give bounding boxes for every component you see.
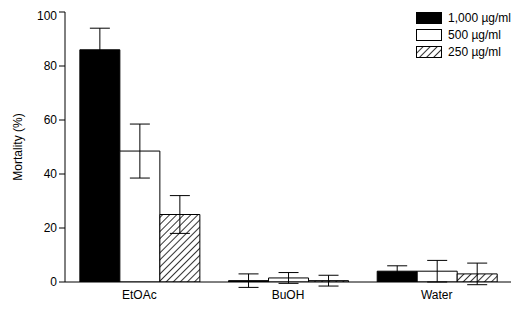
- svg-text:20: 20: [44, 221, 58, 235]
- html-text:1,000 µg/ml: 1,000 µg/ml: [448, 11, 511, 25]
- svg-text:0: 0: [50, 275, 57, 289]
- svg-text:60: 60: [44, 113, 58, 127]
- svg-text:100: 100: [37, 9, 57, 23]
- svg-text:EtOAc: EtOAc: [122, 288, 157, 302]
- svg-text:Mortality (%): Mortality (%): [11, 113, 25, 180]
- svg-text:80: 80: [44, 59, 58, 73]
- html-text:250 µg/ml: 250 µg/ml: [448, 45, 501, 59]
- svg-text:40: 40: [44, 167, 58, 181]
- html-text:500 µg/ml: 500 µg/ml: [448, 28, 501, 42]
- svg-text:BuOH: BuOH: [272, 288, 305, 302]
- svg-text:Water: Water: [421, 288, 453, 302]
